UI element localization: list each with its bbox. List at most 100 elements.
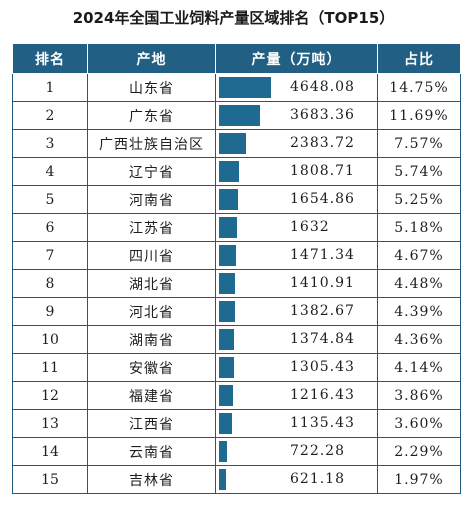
rank-cell: 3	[12, 129, 88, 158]
production-cell: 1808.71	[215, 157, 378, 186]
production-bar	[219, 245, 236, 266]
rank-cell: 8	[12, 269, 88, 298]
production-value: 1382.67	[290, 303, 355, 319]
production-bar	[219, 385, 233, 406]
share-cell: 2.29%	[377, 437, 461, 466]
production-cell: 1382.67	[215, 297, 378, 326]
rank-cell: 2	[12, 101, 88, 130]
production-bar	[219, 189, 238, 210]
province-cell: 安徽省	[87, 353, 216, 382]
production-value: 1632	[290, 219, 330, 235]
share-cell: 3.60%	[377, 409, 461, 438]
province-cell: 广西壮族自治区	[87, 129, 216, 158]
province-cell: 广东省	[87, 101, 216, 130]
table-row: 11 安徽省 1305.43 4.14%	[12, 353, 461, 382]
production-bar	[219, 133, 246, 154]
province-cell: 江西省	[87, 409, 216, 438]
production-bar	[219, 357, 234, 378]
province-cell: 河北省	[87, 297, 216, 326]
production-value: 1135.43	[290, 415, 355, 431]
share-cell: 4.48%	[377, 269, 461, 298]
production-value: 722.28	[290, 443, 345, 459]
rank-cell: 15	[12, 465, 88, 494]
table-row: 9 河北省 1382.67 4.39%	[12, 297, 461, 326]
production-value: 1216.43	[290, 387, 355, 403]
share-cell: 5.18%	[377, 213, 461, 242]
production-bar	[219, 441, 228, 462]
production-bar	[219, 77, 271, 98]
production-value: 621.18	[290, 471, 345, 487]
province-cell: 四川省	[87, 241, 216, 270]
header-rank: 排名	[12, 43, 88, 74]
table-row: 14 云南省 722.28 2.29%	[12, 437, 461, 466]
table-row: 1 山东省 4648.08 14.75%	[12, 73, 461, 102]
province-cell: 山东省	[87, 73, 216, 102]
production-value: 1808.71	[290, 163, 355, 179]
production-value: 2383.72	[290, 135, 355, 151]
production-bar	[219, 301, 235, 322]
share-cell: 3.86%	[377, 381, 461, 410]
header-province: 产地	[87, 43, 216, 74]
share-cell: 4.67%	[377, 241, 461, 270]
production-cell: 1410.91	[215, 269, 378, 298]
production-value: 1305.43	[290, 359, 355, 375]
rank-cell: 10	[12, 325, 88, 354]
rank-cell: 5	[12, 185, 88, 214]
production-bar	[219, 217, 238, 238]
table-row: 5 河南省 1654.86 5.25%	[12, 185, 461, 214]
table-row: 6 江苏省 1632 5.18%	[12, 213, 461, 242]
share-cell: 1.97%	[377, 465, 461, 494]
table-row: 13 江西省 1135.43 3.60%	[12, 409, 461, 438]
rank-cell: 4	[12, 157, 88, 186]
share-cell: 5.25%	[377, 185, 461, 214]
production-cell: 1471.34	[215, 241, 378, 270]
production-bar	[219, 161, 240, 182]
production-bar	[219, 469, 226, 490]
rank-cell: 14	[12, 437, 88, 466]
share-cell: 4.14%	[377, 353, 461, 382]
table-row: 15 吉林省 621.18 1.97%	[12, 465, 461, 494]
rank-cell: 9	[12, 297, 88, 326]
rank-cell: 11	[12, 353, 88, 382]
share-cell: 4.39%	[377, 297, 461, 326]
table-row: 8 湖北省 1410.91 4.48%	[12, 269, 461, 298]
production-cell: 722.28	[215, 437, 378, 466]
production-cell: 4648.08	[215, 73, 378, 102]
production-value: 1374.84	[290, 331, 355, 347]
province-cell: 湖南省	[87, 325, 216, 354]
table-row: 12 福建省 1216.43 3.86%	[12, 381, 461, 410]
production-cell: 1654.86	[215, 185, 378, 214]
production-value: 4648.08	[290, 79, 355, 95]
ranking-table: 排名 产地 产量（万吨） 占比 1 山东省 4648.08 14.75% 2 广东省 368…	[12, 43, 461, 494]
rank-cell: 13	[12, 409, 88, 438]
production-bar	[219, 273, 235, 294]
production-cell: 1135.43	[215, 409, 378, 438]
share-cell: 14.75%	[377, 73, 461, 102]
production-value: 1471.34	[290, 247, 355, 263]
share-cell: 5.74%	[377, 157, 461, 186]
table-row: 10 湖南省 1374.84 4.36%	[12, 325, 461, 354]
header-row: 排名 产地 产量（万吨） 占比	[12, 43, 461, 74]
province-cell: 福建省	[87, 381, 216, 410]
rank-cell: 1	[12, 73, 88, 102]
rank-cell: 7	[12, 241, 88, 270]
production-cell: 1374.84	[215, 325, 378, 354]
header-production: 产量（万吨）	[215, 43, 378, 74]
province-cell: 江苏省	[87, 213, 216, 242]
production-cell: 1216.43	[215, 381, 378, 410]
production-bar	[219, 105, 261, 126]
header-share: 占比	[377, 43, 461, 74]
production-cell: 1632	[215, 213, 378, 242]
table-row: 2 广东省 3683.36 11.69%	[12, 101, 461, 130]
table-row: 4 辽宁省 1808.71 5.74%	[12, 157, 461, 186]
share-cell: 7.57%	[377, 129, 461, 158]
province-cell: 吉林省	[87, 465, 216, 494]
production-bar	[219, 329, 235, 350]
table-row: 7 四川省 1471.34 4.67%	[12, 241, 461, 270]
production-cell: 3683.36	[215, 101, 378, 130]
province-cell: 河南省	[87, 185, 216, 214]
production-value: 3683.36	[290, 107, 355, 123]
production-value: 1410.91	[290, 275, 355, 291]
production-value: 1654.86	[290, 191, 355, 207]
share-cell: 11.69%	[377, 101, 461, 130]
